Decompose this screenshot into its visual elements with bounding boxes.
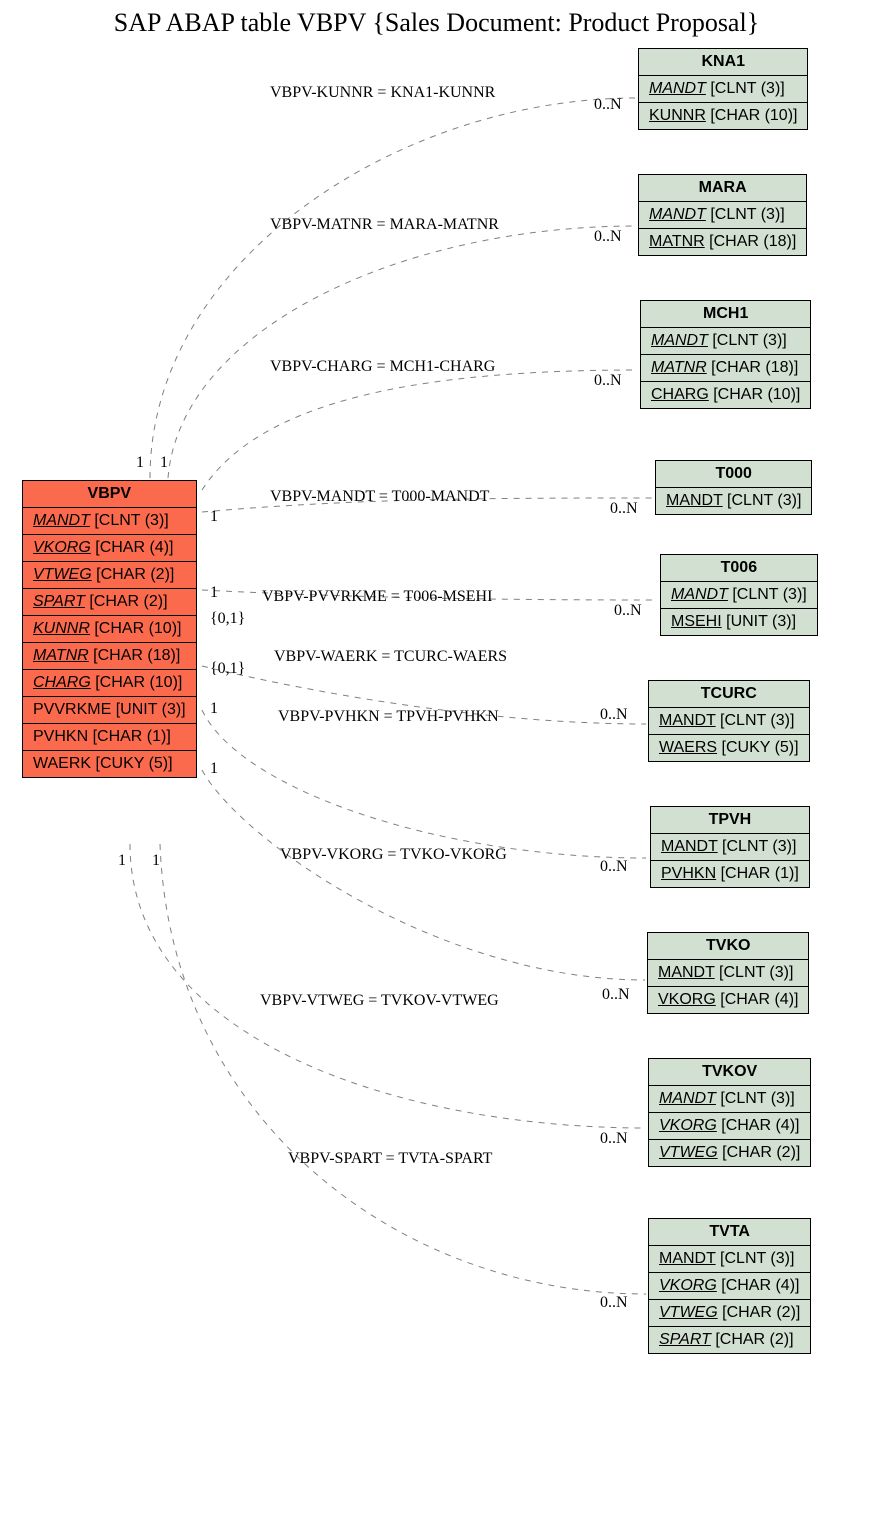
cardinality-to: 0..N — [600, 706, 628, 724]
target-table-T000: T000MANDT [CLNT (3)] — [655, 460, 812, 515]
edge-label: VBPV-VKORG = TVKO-VKORG — [280, 846, 507, 864]
field-cell: MANDT [CLNT (3)] — [23, 508, 197, 535]
table-header: T000 — [656, 461, 812, 488]
target-table-TPVH: TPVHMANDT [CLNT (3)]PVHKN [CHAR (1)] — [650, 806, 810, 888]
target-table-KNA1: KNA1MANDT [CLNT (3)]KUNNR [CHAR (10)] — [638, 48, 808, 130]
cardinality-to: 0..N — [600, 858, 628, 876]
field-cell: MANDT [CLNT (3)] — [661, 582, 818, 609]
cardinality-to: 0..N — [600, 1294, 628, 1312]
edge-label: VBPV-WAERK = TCURC-WAERS — [274, 648, 507, 666]
cardinality-from: {0,1} — [210, 610, 245, 628]
field-cell: MANDT [CLNT (3)] — [639, 76, 808, 103]
target-table-TVTA: TVTAMANDT [CLNT (3)]VKORG [CHAR (4)]VTWE… — [648, 1218, 811, 1354]
field-cell: VKORG [CHAR (4)] — [649, 1113, 811, 1140]
relationship-edge — [130, 844, 646, 1128]
field-cell: KUNNR [CHAR (10)] — [639, 103, 808, 130]
field-cell: VKORG [CHAR (4)] — [23, 535, 197, 562]
relationship-edge — [160, 844, 646, 1294]
field-cell: MATNR [CHAR (18)] — [639, 229, 807, 256]
field-cell: PVHKN [CHAR (1)] — [23, 724, 197, 751]
cardinality-to: 0..N — [600, 1130, 628, 1148]
target-table-TVKOV: TVKOVMANDT [CLNT (3)]VKORG [CHAR (4)]VTW… — [648, 1058, 811, 1167]
cardinality-from: 1 — [160, 454, 168, 472]
field-cell: MANDT [CLNT (3)] — [648, 960, 809, 987]
field-cell: MATNR [CHAR (18)] — [641, 355, 811, 382]
target-table-TCURC: TCURCMANDT [CLNT (3)]WAERS [CUKY (5)] — [648, 680, 810, 762]
target-table-MCH1: MCH1MANDT [CLNT (3)]MATNR [CHAR (18)]CHA… — [640, 300, 811, 409]
relationship-edge — [202, 770, 645, 980]
table-header: TVTA — [649, 1219, 811, 1246]
cardinality-to: 0..N — [614, 602, 642, 620]
table-header: TCURC — [649, 681, 810, 708]
table-header: TVKO — [648, 933, 809, 960]
relationship-edge — [150, 98, 636, 478]
field-cell: VKORG [CHAR (4)] — [649, 1273, 811, 1300]
table-header: TPVH — [651, 807, 810, 834]
table-header: VBPV — [23, 481, 197, 508]
edge-label: VBPV-MATNR = MARA-MATNR — [270, 216, 499, 234]
field-cell: CHARG [CHAR (10)] — [23, 670, 197, 697]
relationship-edge — [202, 370, 638, 490]
cardinality-to: 0..N — [594, 96, 622, 114]
cardinality-from: 1 — [210, 584, 218, 602]
field-cell: PVHKN [CHAR (1)] — [651, 861, 810, 888]
field-cell: MANDT [CLNT (3)] — [649, 1086, 811, 1113]
cardinality-to: 0..N — [594, 372, 622, 390]
field-cell: MANDT [CLNT (3)] — [639, 202, 807, 229]
field-cell: SPART [CHAR (2)] — [23, 589, 197, 616]
field-cell: MANDT [CLNT (3)] — [649, 708, 810, 735]
edge-label: VBPV-CHARG = MCH1-CHARG — [270, 358, 495, 376]
field-cell: MANDT [CLNT (3)] — [649, 1246, 811, 1273]
field-cell: WAERS [CUKY (5)] — [649, 735, 810, 762]
target-table-MARA: MARAMANDT [CLNT (3)]MATNR [CHAR (18)] — [638, 174, 807, 256]
field-cell: WAERK [CUKY (5)] — [23, 751, 197, 778]
edge-label: VBPV-SPART = TVTA-SPART — [288, 1150, 492, 1168]
edge-label: VBPV-VTWEG = TVKOV-VTWEG — [260, 992, 499, 1010]
relationship-edge — [168, 226, 636, 478]
cardinality-to: 0..N — [594, 228, 622, 246]
field-cell: MANDT [CLNT (3)] — [641, 328, 811, 355]
relationship-edge — [202, 710, 646, 858]
field-cell: PVVRKME [UNIT (3)] — [23, 697, 197, 724]
diagram-title: SAP ABAP table VBPV {Sales Document: Pro… — [0, 8, 873, 38]
cardinality-from: 1 — [152, 852, 160, 870]
cardinality-to: 0..N — [610, 500, 638, 518]
target-table-TVKO: TVKOMANDT [CLNT (3)]VKORG [CHAR (4)] — [647, 932, 809, 1014]
edge-label: VBPV-KUNNR = KNA1-KUNNR — [270, 84, 495, 102]
source-table-VBPV: VBPVMANDT [CLNT (3)]VKORG [CHAR (4)]VTWE… — [22, 480, 197, 778]
field-cell: MANDT [CLNT (3)] — [651, 834, 810, 861]
edge-label: VBPV-MANDT = T000-MANDT — [270, 488, 489, 506]
table-header: T006 — [661, 555, 818, 582]
cardinality-from: 1 — [210, 508, 218, 526]
cardinality-to: 0..N — [602, 986, 630, 1004]
table-header: MCH1 — [641, 301, 811, 328]
edge-label: VBPV-PVVRKME = T006-MSEHI — [262, 588, 492, 606]
field-cell: SPART [CHAR (2)] — [649, 1327, 811, 1354]
field-cell: MSEHI [UNIT (3)] — [661, 609, 818, 636]
table-header: KNA1 — [639, 49, 808, 76]
cardinality-from: 1 — [136, 454, 144, 472]
table-header: TVKOV — [649, 1059, 811, 1086]
target-table-T006: T006MANDT [CLNT (3)]MSEHI [UNIT (3)] — [660, 554, 818, 636]
field-cell: VKORG [CHAR (4)] — [648, 987, 809, 1014]
cardinality-from: 1 — [118, 852, 126, 870]
field-cell: MATNR [CHAR (18)] — [23, 643, 197, 670]
edge-label: VBPV-PVHKN = TPVH-PVHKN — [278, 708, 499, 726]
field-cell: VTWEG [CHAR (2)] — [649, 1300, 811, 1327]
field-cell: KUNNR [CHAR (10)] — [23, 616, 197, 643]
field-cell: MANDT [CLNT (3)] — [656, 488, 812, 515]
field-cell: VTWEG [CHAR (2)] — [23, 562, 197, 589]
table-header: MARA — [639, 175, 807, 202]
field-cell: CHARG [CHAR (10)] — [641, 382, 811, 409]
cardinality-from: 1 — [210, 760, 218, 778]
cardinality-from: 1 — [210, 700, 218, 718]
cardinality-from: {0,1} — [210, 660, 245, 678]
field-cell: VTWEG [CHAR (2)] — [649, 1140, 811, 1167]
